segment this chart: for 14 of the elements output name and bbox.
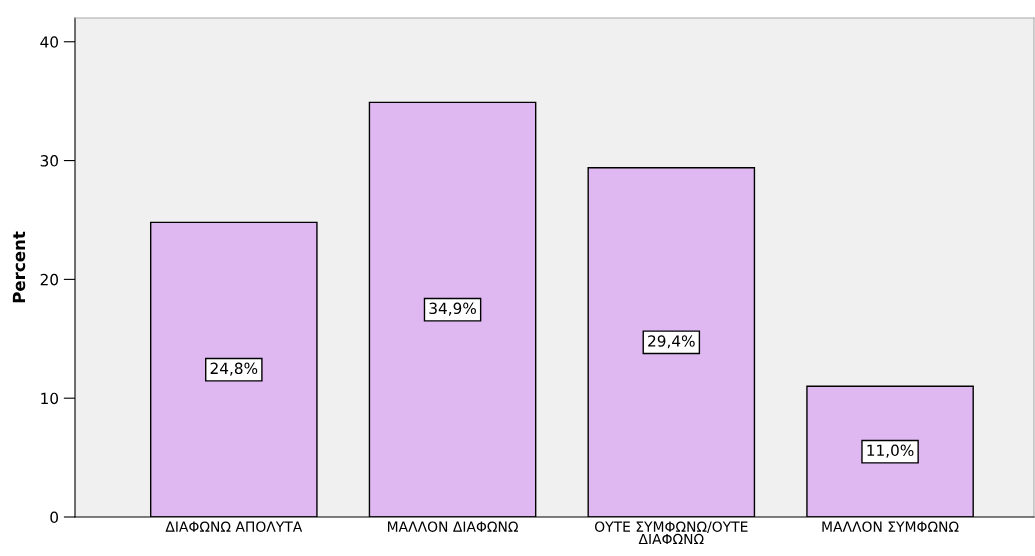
y-tick-label: 30 bbox=[40, 155, 59, 167]
data-label: 11,0% bbox=[867, 444, 914, 458]
x-tick-label: ΔΙΑΦΩΝΩ ΑΠΟΛΥΤΑ bbox=[165, 521, 303, 532]
data-label: 34,9% bbox=[429, 302, 476, 316]
x-tick-label: ΜΑΛΛΟΝ ΣΥΜΦΩΝΩ bbox=[822, 521, 959, 532]
x-tick-label: ΜΑΛΛΟΝ ΔΙΑΦΩΝΩ bbox=[387, 521, 518, 532]
y-tick-label: 40 bbox=[40, 36, 59, 48]
x-tick-label: ΟΥΤΕ ΣΥΜΦΩΝΩ/ΟΥΤΕ ΔΙΑΦΩΝΩ bbox=[594, 521, 748, 545]
y-tick-label: 0 bbox=[50, 511, 59, 524]
data-label: 29,4% bbox=[648, 335, 695, 349]
y-tick-label: 10 bbox=[41, 392, 59, 405]
y-axis-title: Percent bbox=[12, 231, 26, 303]
y-tick-label: 20 bbox=[40, 273, 59, 286]
data-label: 24,8% bbox=[210, 362, 258, 376]
